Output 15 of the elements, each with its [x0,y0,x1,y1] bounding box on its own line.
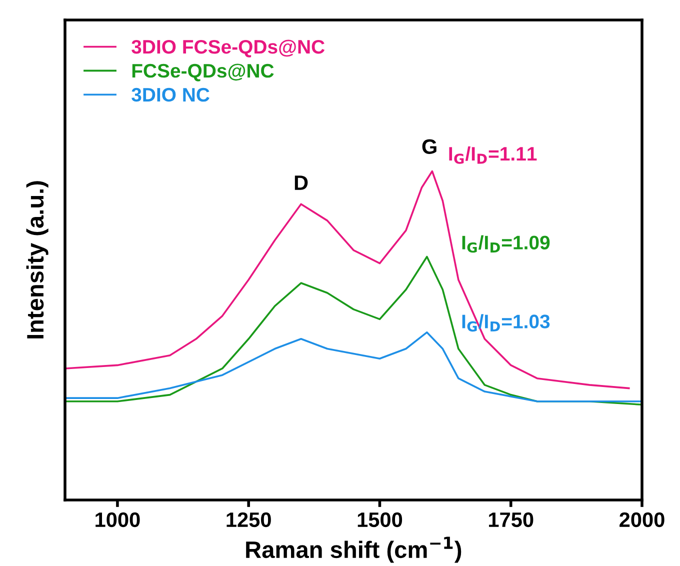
x-tick-label: 2000 [620,512,664,528]
x-axis-title: Raman shift (cm$^{−1}$) [246,536,462,563]
legend-label: FCSe-QDs@NC [132,64,274,82]
annotation: D [294,176,308,190]
annotation: I$_{G}$/I$_{D}$=1.09 [462,235,550,253]
x-tick-label: 1750 [489,512,534,528]
x-tick-label: 1250 [226,512,271,528]
y-axis-title: Intensity (a.u.) [26,181,48,338]
text: I$_{G}$/I$_{D}$=1.11 [449,146,537,164]
annotation: I$_{G}$/I$_{D}$=1.03 [462,314,550,332]
legend-label: 3DIO FCSe-QDs@NC [132,40,325,58]
legend-label: 3DIO NC [132,88,210,102]
text: G [422,139,436,154]
x-tick-label: 1000 [96,512,140,528]
x-tick-label: 1500 [358,512,402,528]
